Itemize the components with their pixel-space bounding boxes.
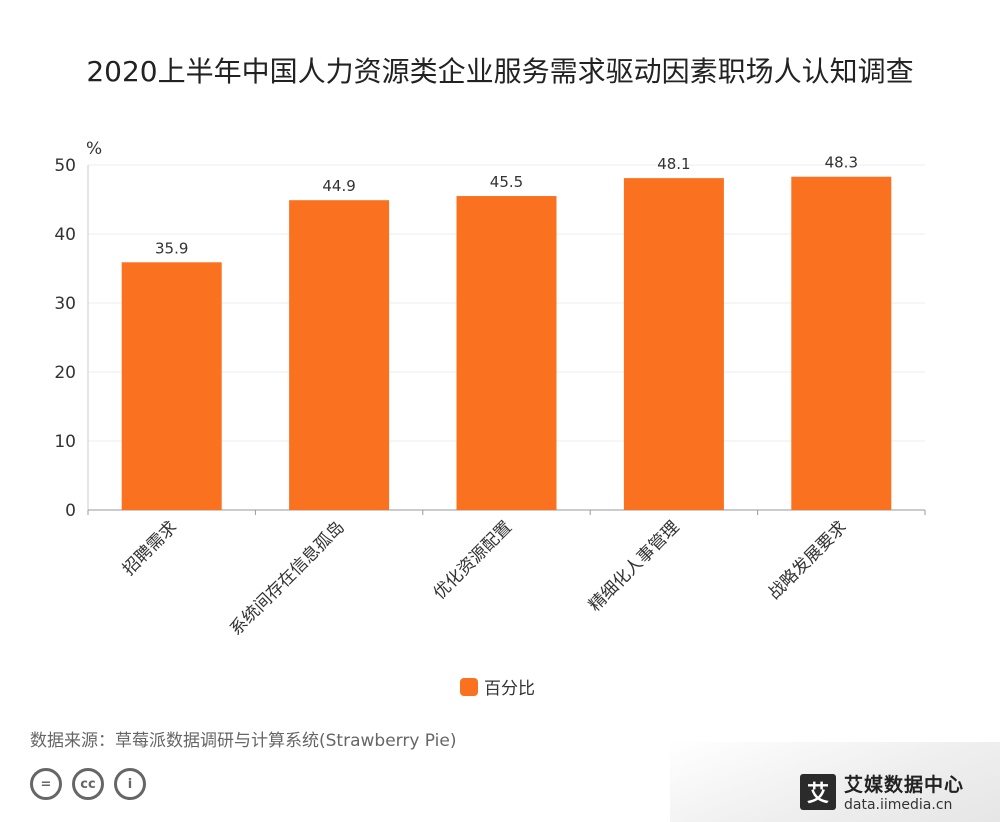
bar-chart: 0 10 20 30 40 50% 35.9 招聘需求 44.9 系统间存在信息孤岛 45.5 优化资… xyxy=(54,139,926,640)
x-tick-label: 优化资源配置 xyxy=(430,517,516,603)
data-label: 48.1 xyxy=(657,155,690,173)
bar xyxy=(289,200,390,510)
equal-icon: = xyxy=(30,768,62,800)
bar xyxy=(456,196,557,511)
y-tick-label: 50 xyxy=(54,156,76,176)
x-tick-label: 系统间存在信息孤岛 xyxy=(226,517,348,639)
cc-icon: cc xyxy=(72,768,104,800)
brand-name: 艾媒数据中心 xyxy=(844,774,965,796)
y-tick-label: 40 xyxy=(54,225,76,245)
x-tick-label: 招聘需求 xyxy=(119,517,181,579)
brand-logo-block: 艾 艾媒数据中心 data.iimedia.cn xyxy=(800,770,964,813)
bar xyxy=(121,262,222,510)
legend-label: 百分比 xyxy=(484,679,535,699)
brand-url: data.iimedia.cn xyxy=(844,797,953,813)
data-label: 48.3 xyxy=(825,154,858,172)
x-tick-label: 战略发展要求 xyxy=(765,517,851,603)
y-axis-unit: % xyxy=(86,139,102,159)
y-tick-label: 10 xyxy=(54,432,76,452)
legend-swatch xyxy=(460,677,478,696)
bar xyxy=(623,178,724,511)
data-label: 45.5 xyxy=(490,173,523,191)
data-label: 44.9 xyxy=(322,177,355,195)
y-tick-label: 0 xyxy=(65,501,76,521)
person-icon: i xyxy=(114,768,146,800)
bar xyxy=(791,176,892,511)
data-source: 数据来源：草莓派数据调研与计算系统(Strawberry Pie) xyxy=(30,731,457,751)
legend[interactable]: 百分比 xyxy=(460,674,535,699)
y-tick-label: 30 xyxy=(54,294,76,314)
license-icons: = cc i xyxy=(30,768,146,800)
y-tick-label: 20 xyxy=(54,363,76,383)
x-tick-label: 精细化人事管理 xyxy=(585,517,683,615)
brand-logo-icon: 艾 xyxy=(800,773,836,810)
chart-title: 2020上半年中国人力资源类企业服务需求驱动因素职场人认知调查 xyxy=(86,55,914,88)
data-label: 35.9 xyxy=(155,239,188,257)
